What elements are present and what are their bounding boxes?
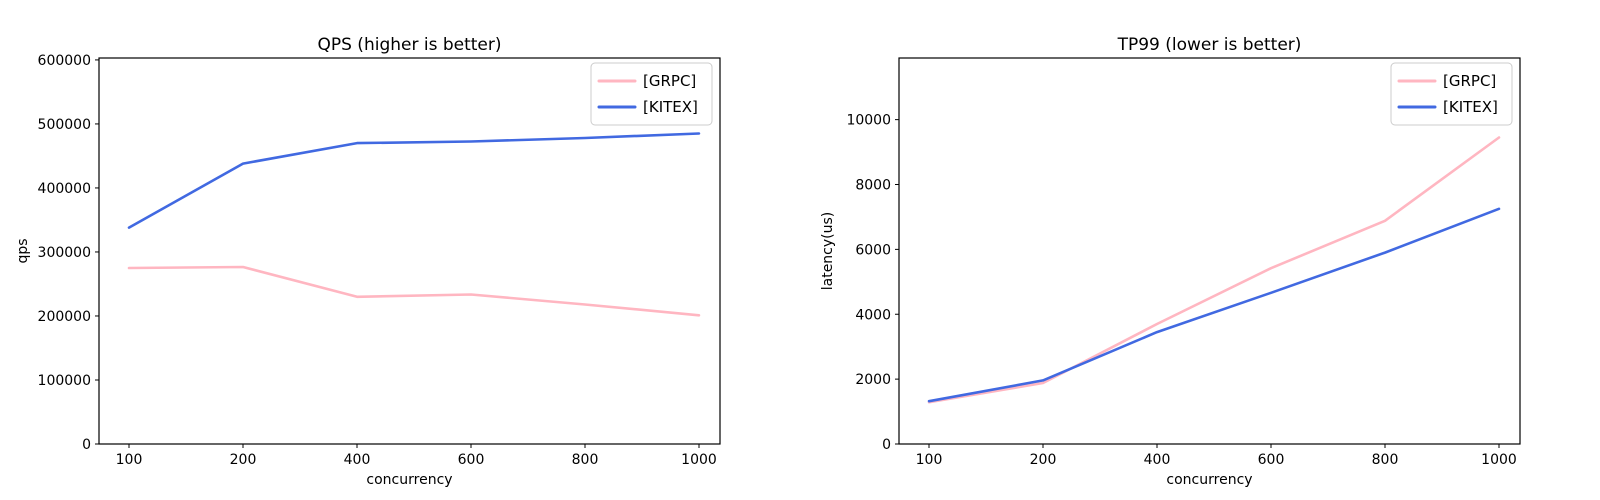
x-axis-label: concurrency [366, 472, 452, 488]
x-axis-label: concurrency [1166, 472, 1252, 488]
plot-area-spines [98, 57, 721, 445]
x-tick-label: 800 [572, 452, 599, 468]
y-tick-label: 600000 [38, 53, 91, 69]
y-axis-label: qps [15, 238, 31, 263]
x-tick-label: 100 [116, 452, 143, 468]
y-tick-label: 500000 [38, 117, 91, 133]
legend-box [1390, 62, 1513, 126]
kitex-line [927, 207, 1501, 403]
y-tick-label: 300000 [38, 245, 91, 261]
y-tick-label: 100000 [38, 373, 91, 389]
legend-label-grpc: [GRPC] [1443, 72, 1496, 90]
legend: [GRPC] [KITEX] [590, 62, 713, 126]
kitex-line [127, 132, 701, 229]
y-axis-label: latency(us) [820, 212, 836, 291]
qps-chart: 0 100000 200000 300000 400000 500000 600000 100… [15, 35, 721, 488]
legend-box [590, 62, 713, 126]
legend-label-kitex: [KITEX] [643, 98, 698, 116]
x-tick-label: 100 [916, 452, 943, 468]
tp99-chart: 0 2000 4000 6000 8000 10000 100 200 400 600 800 100… [800, 0, 1600, 500]
x-tick-label: 1000 [1481, 452, 1517, 468]
x-tick-label: 800 [1372, 452, 1399, 468]
legend: [GRPC] [KITEX] [1390, 62, 1513, 126]
x-tick-label: 200 [1030, 452, 1057, 468]
y-tick-label: 0 [882, 437, 891, 453]
grpc-line [927, 136, 1501, 404]
chart-title: QPS (higher is better) [317, 35, 501, 55]
y-tick-label: 2000 [855, 372, 891, 388]
grpc-line [127, 265, 701, 317]
x-tick-label: 400 [1144, 452, 1171, 468]
y-tick-label: 0 [82, 437, 91, 453]
x-tick-label: 600 [1258, 452, 1285, 468]
y-tick-label: 400000 [38, 181, 91, 197]
plot-area-spines [898, 57, 1521, 445]
x-tick-label: 600 [458, 452, 485, 468]
tp99-chart-svg: 0 2000 4000 6000 8000 10000 100 200 400 600 800 100… [820, 35, 1521, 488]
y-tick-label: 4000 [855, 307, 891, 323]
x-tick-label: 200 [230, 452, 257, 468]
x-tick-label: 1000 [681, 452, 717, 468]
y-tick-label: 10000 [846, 113, 891, 129]
legend-label-grpc: [GRPC] [643, 72, 696, 90]
chart-title: TP99 (lower is better) [1117, 35, 1302, 55]
y-tick-label: 200000 [38, 309, 91, 325]
x-tick-label: 400 [344, 452, 371, 468]
y-tick-label: 8000 [855, 178, 891, 194]
qps-chart-svg: 0 100000 200000 300000 400000 500000 600000 100… [15, 35, 721, 488]
legend-label-kitex: [KITEX] [1443, 98, 1498, 116]
y-tick-label: 6000 [855, 242, 891, 258]
